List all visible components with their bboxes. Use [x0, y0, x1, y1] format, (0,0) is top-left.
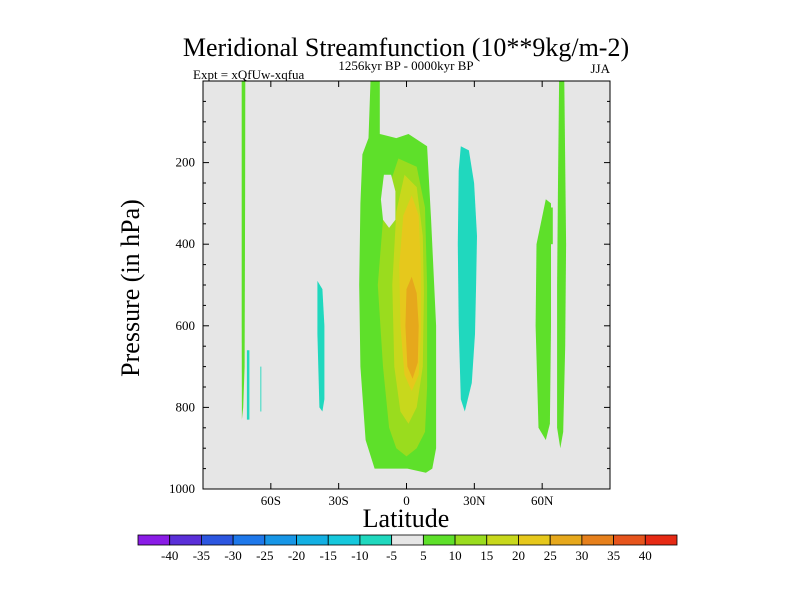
region-sh-midlatitude-negative-cell [317, 280, 325, 412]
colorbar-label: -35 [193, 548, 210, 563]
colorbar-label: 20 [512, 548, 525, 563]
colorbar-swatch [549, 534, 583, 546]
colorbar-label: 40 [639, 548, 652, 563]
colorbar-label: -40 [161, 548, 178, 563]
y-tick-label: 200 [176, 155, 196, 170]
colorbar-label: -15 [320, 548, 337, 563]
region-nh-tropical-negative-cell [457, 146, 477, 412]
colorbar: -40 -35 -30 -25 -20 -15 -10 -5 5 10 15 20 25 30 35 40 [137, 534, 678, 563]
y-tick-label: 1000 [169, 481, 195, 496]
colorbar-swatch [422, 534, 456, 546]
colorbar-label: 15 [480, 548, 493, 563]
y-tick-label: 400 [176, 236, 196, 251]
y-tick-label: 600 [176, 318, 196, 333]
colorbar-swatch [264, 534, 297, 546]
colorbar-swatch [644, 534, 678, 546]
region-nh-polar-positive-strip [557, 81, 567, 449]
colorbar-swatch [232, 534, 266, 546]
colorbar-swatch [613, 534, 646, 546]
contour-regions [241, 81, 567, 473]
colorbar-swatch [518, 534, 551, 546]
region-sh-subpolar-negative-specks [246, 350, 250, 420]
region-nh-midlatitude-positive-cell [535, 199, 551, 440]
colorbar-label: -20 [288, 548, 305, 563]
colorbar-swatch [391, 534, 424, 546]
region-sh-polar-positive-strip [241, 81, 246, 420]
x-axis-label: Latitude [363, 504, 450, 533]
colorbar-label: -25 [256, 548, 273, 563]
colorbar-swatch [296, 534, 329, 546]
colorbar-label: -5 [386, 548, 397, 563]
region-hadley-cell-gap [380, 174, 396, 228]
x-axis-ticks: 60S 30S 0 30N 60N [261, 81, 554, 508]
colorbar-swatch [327, 534, 361, 546]
y-minor-ticks [203, 100, 610, 470]
colorbar-label: 10 [449, 548, 462, 563]
experiment-label: Expt = xQfUw-xqfua [193, 67, 305, 82]
region-hadley-cell-25 [405, 276, 419, 379]
region-sh-subpolar-negative-speck-2 [260, 366, 262, 412]
colorbar-label: -30 [224, 548, 241, 563]
colorbar-swatch [486, 534, 519, 546]
y-axis-ticks: 200 400 600 800 1000 [169, 155, 610, 496]
colorbar-swatch [201, 534, 234, 546]
x-tick-label: 60S [261, 493, 281, 508]
period-label: 1256kyr BP - 0000kyr BP [338, 58, 473, 73]
y-tick-label: 800 [176, 399, 196, 414]
season-label: JJA [590, 61, 610, 76]
x-tick-label: 60N [531, 493, 554, 508]
region-nh-subpolar-positive-speck [549, 207, 553, 245]
colorbar-swatch [359, 534, 393, 546]
colorbar-label: 25 [544, 548, 557, 563]
colorbar-label: -10 [351, 548, 368, 563]
x-tick-label: 0 [403, 493, 410, 508]
colorbar-swatch [454, 534, 488, 546]
y-axis-label: Pressure (in hPa) [116, 199, 145, 377]
colorbar-swatch [169, 534, 202, 546]
colorbar-swatch [137, 534, 171, 546]
colorbar-label: 35 [607, 548, 620, 563]
x-tick-label: 30N [463, 493, 486, 508]
colorbar-label: 5 [420, 548, 427, 563]
colorbar-label: 30 [575, 548, 588, 563]
chart-title: Meridional Streamfunction (10**9kg/m-2) [183, 33, 629, 62]
colorbar-swatch [581, 534, 614, 546]
x-tick-label: 30S [329, 493, 349, 508]
